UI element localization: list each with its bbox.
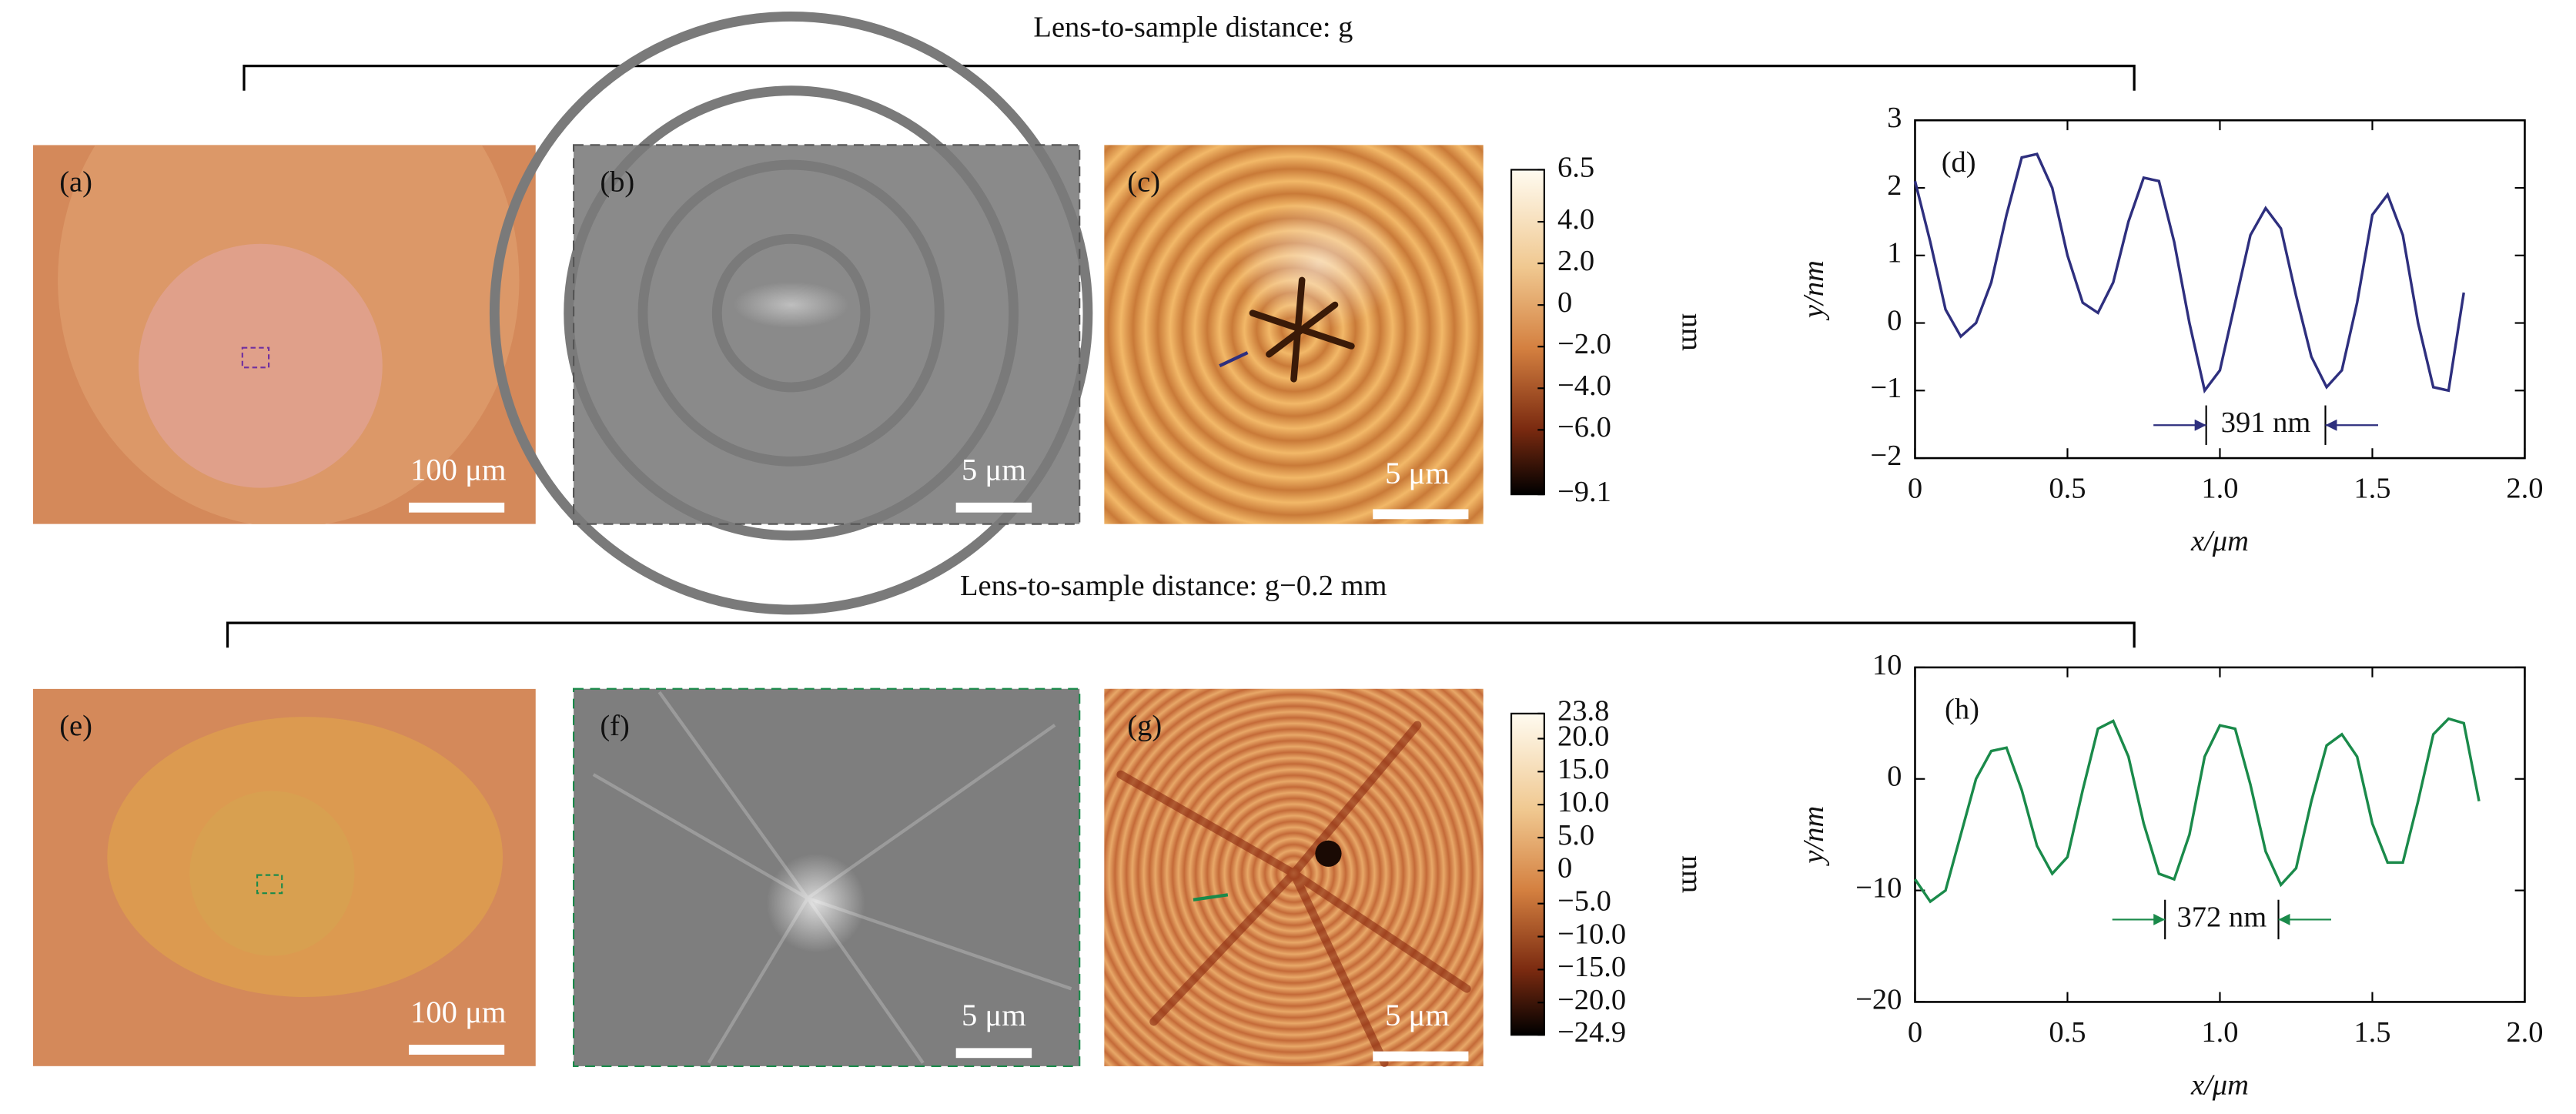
colorbar-tick-label: 4.0	[1557, 203, 1594, 236]
image-g	[1104, 688, 1484, 1067]
y-axis-label: y/nm	[1798, 806, 1830, 867]
colorbar-tick-label: −15.0	[1557, 951, 1626, 983]
x-axis-label: x/μm	[2190, 525, 2249, 557]
image-f	[573, 687, 1081, 1067]
colorbar-tick-label: −20.0	[1557, 984, 1626, 1016]
y-tick-label: 1	[1887, 237, 1902, 269]
colorbar	[1510, 169, 1545, 496]
y-tick-label: −1	[1870, 372, 1902, 404]
scale-label: 5 μm	[1385, 998, 1450, 1032]
x-tick-label: 1.5	[2354, 1016, 2390, 1049]
colorbar	[1510, 712, 1545, 1036]
colorbar-tick-label: 0	[1557, 286, 1572, 319]
y-axis-label: y/nm	[1798, 260, 1830, 321]
colorbar-tick-label: 20.0	[1557, 720, 1609, 752]
heading: Lens-to-sample distance: g−0.2 mm	[960, 570, 1387, 602]
colorbar-unit: nm	[1675, 313, 1708, 351]
y-tick-label: 0	[1887, 304, 1902, 336]
x-tick-label: 0.5	[2049, 1016, 2086, 1049]
bracket	[226, 621, 2136, 648]
x-tick-label: 2.0	[2506, 1016, 2543, 1049]
data-line	[1914, 717, 2481, 904]
colorbar-tick-label: −4.0	[1557, 370, 1611, 402]
image-e	[32, 688, 536, 1066]
panel-label: (g)	[1127, 710, 1162, 742]
scale-label: 100 μm	[410, 995, 507, 1029]
scale-label: 100 μm	[410, 453, 507, 487]
y-tick-label: −10	[1855, 871, 1902, 904]
x-tick-label: 0	[1908, 473, 1922, 505]
annotation-text: 372 nm	[2177, 901, 2267, 933]
colorbar-tick-label: 10.0	[1557, 786, 1609, 818]
y-tick-label: −20	[1855, 983, 1902, 1015]
y-tick-label: 3	[1887, 102, 1902, 134]
panel-label: (c)	[1127, 166, 1160, 199]
colorbar-tick-label: −24.9	[1557, 1016, 1626, 1049]
x-tick-label: 1.0	[2201, 473, 2238, 505]
scale-bar	[409, 502, 505, 513]
panel-label: (b)	[600, 166, 634, 199]
y-tick-label: 2	[1887, 169, 1902, 202]
colorbar-unit: nm	[1675, 855, 1708, 893]
x-axis-label: x/μm	[2190, 1069, 2249, 1102]
plot-frame	[1914, 119, 2526, 460]
scale-label: 5 μm	[1385, 456, 1450, 490]
colorbar-tick-label: 0	[1557, 852, 1572, 885]
y-tick-label: 0	[1887, 761, 1902, 793]
x-tick-label: 1.0	[2201, 1016, 2238, 1049]
scale-label: 5 μm	[962, 453, 1026, 487]
panel-label: (d)	[1942, 146, 1976, 179]
scale-bar	[409, 1045, 505, 1055]
plot-frame	[1914, 666, 2526, 1003]
colorbar-tick-label: −6.0	[1557, 411, 1611, 443]
x-tick-label: 1.5	[2354, 473, 2390, 505]
colorbar-tick-label: −10.0	[1557, 918, 1626, 950]
scale-bar	[955, 1048, 1032, 1059]
data-line	[1913, 152, 2465, 394]
colorbar-tick-label: −2.0	[1557, 328, 1611, 360]
scale-label: 5 μm	[962, 998, 1026, 1032]
colorbar-tick-label: 2.0	[1557, 245, 1594, 277]
colorbar-tick-label: 6.5	[1557, 151, 1594, 183]
image-b	[489, 11, 1093, 615]
panel-label: (f)	[600, 710, 629, 742]
image-a	[32, 145, 536, 524]
panel-label: (e)	[59, 710, 92, 742]
heading: Lens-to-sample distance: g	[1033, 11, 1353, 43]
bracket	[243, 65, 2136, 91]
colorbar-tick-label: −9.1	[1557, 476, 1611, 508]
colorbar-tick-label: 23.8	[1557, 695, 1609, 728]
colorbar-tick-label: 15.0	[1557, 753, 1609, 785]
y-tick-label: 10	[1872, 649, 1902, 681]
panel-label: (h)	[1945, 694, 1979, 726]
colorbar-tick-label: 5.0	[1557, 819, 1594, 851]
y-tick-label: −2	[1870, 440, 1902, 472]
colorbar-tick-label: −5.0	[1557, 885, 1611, 918]
annotation-text: 391 nm	[2221, 406, 2311, 439]
scale-bar	[1373, 509, 1469, 520]
image-c	[1104, 145, 1484, 524]
panel-label: (a)	[59, 166, 92, 199]
x-tick-label: 0.5	[2049, 473, 2086, 505]
scale-bar	[955, 502, 1032, 513]
scale-bar	[1373, 1051, 1469, 1062]
x-tick-label: 2.0	[2506, 473, 2543, 505]
x-tick-label: 0	[1908, 1016, 1922, 1049]
